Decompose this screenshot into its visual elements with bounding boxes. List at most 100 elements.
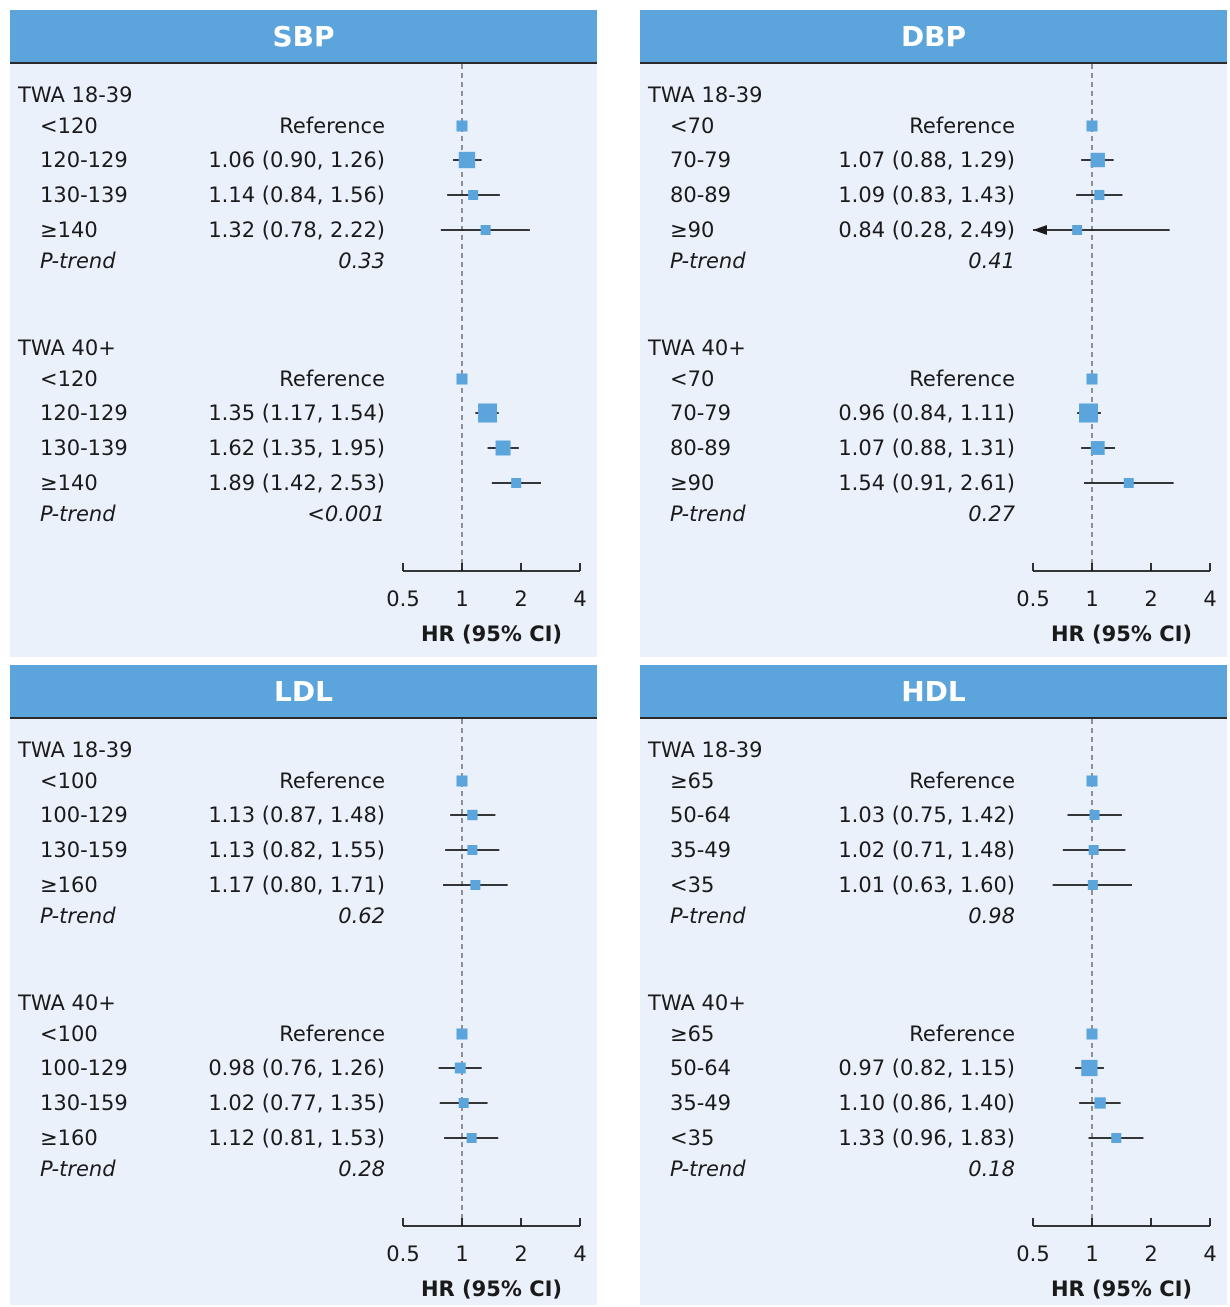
- row-value: 0.84 (0.28, 2.49): [838, 218, 1015, 242]
- forest-plot-sbp: TWA 18-39 <120 Reference 120-129 1.06 (0.90,…: [17, 64, 587, 646]
- row-value: Reference: [909, 367, 1015, 391]
- forest-plot-hdl: TWA 18-39 ≥65 Reference 50-64 1.03 (0.75, 1.…: [647, 719, 1217, 1301]
- group-label: TWA 40+: [647, 336, 746, 360]
- hr-marker: [467, 809, 478, 821]
- row-value: 1.33 (0.96, 1.83): [838, 1126, 1015, 1150]
- ptrend-label: P-trend: [40, 249, 116, 273]
- ptrend-value: 0.62: [338, 904, 385, 928]
- row-label: ≥140: [40, 218, 98, 242]
- x-axis-label: HR (95% CI): [1051, 1277, 1192, 1301]
- row-value: Reference: [279, 367, 385, 391]
- hr-marker: [511, 478, 522, 488]
- hr-marker: [470, 880, 481, 890]
- forest-plot-dbp: TWA 18-39 <70 Reference 70-79 1.07 (0.88, 1.…: [647, 64, 1217, 646]
- panel-hdl: HDL TWA 18-39 ≥65 Reference 50-64 1.03 (0.75…: [640, 665, 1227, 1305]
- x-axis-label: HR (95% CI): [421, 622, 562, 646]
- row-value: 1.12 (0.81, 1.53): [208, 1126, 385, 1150]
- forest-plot-ldl: TWA 18-39 <100 Reference 100-129 1.13 (0.87,…: [17, 719, 587, 1301]
- hr-marker: [1081, 1059, 1098, 1077]
- hr-marker: [1090, 441, 1105, 455]
- row-label: ≥140: [40, 471, 98, 495]
- hr-marker: [458, 1098, 469, 1108]
- x-tick-label: 4: [573, 587, 586, 611]
- hr-marker: [1086, 120, 1098, 132]
- row-value: 1.13 (0.82, 1.55): [208, 838, 385, 862]
- row-label: 70-79: [670, 148, 731, 172]
- row-label: 130-159: [40, 838, 128, 862]
- row-value: 1.09 (0.83, 1.43): [838, 183, 1015, 207]
- hr-marker: [1088, 845, 1099, 855]
- x-tick-label: 2: [514, 1242, 527, 1266]
- row-label: ≥160: [40, 1126, 98, 1150]
- ptrend-label: P-trend: [40, 904, 116, 928]
- hr-marker: [467, 845, 478, 855]
- row-value: 1.03 (0.75, 1.42): [838, 803, 1015, 827]
- row-label: 80-89: [670, 183, 731, 207]
- row-label: <120: [40, 367, 98, 391]
- row-value: Reference: [279, 1022, 385, 1046]
- ptrend-label: P-trend: [670, 249, 746, 273]
- row-label: 130-139: [40, 183, 128, 207]
- hr-marker: [1094, 189, 1105, 201]
- hr-marker: [1086, 775, 1098, 787]
- row-value: 1.14 (0.84, 1.56): [208, 183, 385, 207]
- x-tick-label: 2: [1144, 1242, 1157, 1266]
- row-label: <70: [670, 367, 714, 391]
- row-label: 120-129: [40, 401, 128, 425]
- ptrend-label: P-trend: [40, 502, 116, 526]
- row-label: 130-139: [40, 436, 128, 460]
- panel-ldl: LDL TWA 18-39 <100 Reference 100-129 1.13 (0…: [10, 665, 597, 1305]
- group-label: TWA 40+: [647, 991, 746, 1015]
- hr-marker: [478, 403, 498, 423]
- panel-sbp: SBP TWA 18-39 <120 Reference 120-129 1.06 (0…: [10, 10, 597, 657]
- row-value: 0.98 (0.76, 1.26): [208, 1056, 385, 1080]
- x-tick-label: 0.5: [1016, 587, 1049, 611]
- ptrend-value: 0.18: [968, 1157, 1015, 1181]
- ptrend-label: P-trend: [670, 904, 746, 928]
- x-tick-label: 1: [455, 1242, 468, 1266]
- row-label: <120: [40, 114, 98, 138]
- hr-marker: [1079, 403, 1099, 423]
- hr-marker: [1111, 1133, 1122, 1143]
- ptrend-value: 0.98: [968, 904, 1015, 928]
- row-value: 0.97 (0.82, 1.15): [838, 1056, 1015, 1080]
- x-tick-label: 0.5: [1016, 1242, 1049, 1266]
- x-tick-label: 1: [1085, 587, 1098, 611]
- row-label: <35: [670, 1126, 714, 1150]
- row-label: 120-129: [40, 148, 128, 172]
- row-label: ≥90: [670, 471, 714, 495]
- row-label: 50-64: [670, 803, 731, 827]
- x-tick-label: 4: [1203, 1242, 1216, 1266]
- row-label: ≥65: [670, 1022, 714, 1046]
- hr-marker: [456, 775, 468, 787]
- row-value: 1.17 (0.80, 1.71): [208, 873, 385, 897]
- x-tick-label: 2: [1144, 587, 1157, 611]
- row-value: 1.07 (0.88, 1.31): [838, 436, 1015, 460]
- row-value: 1.07 (0.88, 1.29): [838, 148, 1015, 172]
- row-value: Reference: [909, 114, 1015, 138]
- hr-marker: [1086, 1028, 1098, 1040]
- hr-marker: [1123, 478, 1134, 488]
- row-label: 130-159: [40, 1091, 128, 1115]
- ptrend-value: 0.33: [338, 249, 385, 273]
- ptrend-value: <0.001: [307, 502, 385, 526]
- group-label: TWA 40+: [17, 991, 116, 1015]
- hr-marker: [466, 1133, 477, 1143]
- row-value: 1.10 (0.86, 1.40): [838, 1091, 1015, 1115]
- row-label: <70: [670, 114, 714, 138]
- hr-marker: [1087, 880, 1098, 890]
- row-label: 100-129: [40, 803, 128, 827]
- row-label: ≥65: [670, 769, 714, 793]
- row-value: 1.02 (0.77, 1.35): [208, 1091, 385, 1115]
- x-tick-label: 2: [514, 587, 527, 611]
- row-label: 35-49: [670, 1091, 731, 1115]
- row-value: Reference: [909, 1022, 1015, 1046]
- hr-marker: [456, 120, 468, 132]
- row-value: 1.32 (0.78, 2.22): [208, 218, 385, 242]
- row-value: 1.89 (1.42, 2.53): [208, 471, 385, 495]
- x-tick-label: 4: [1203, 587, 1216, 611]
- row-value: 0.96 (0.84, 1.11): [838, 401, 1015, 425]
- hr-marker: [468, 190, 479, 200]
- hr-marker: [1090, 152, 1105, 168]
